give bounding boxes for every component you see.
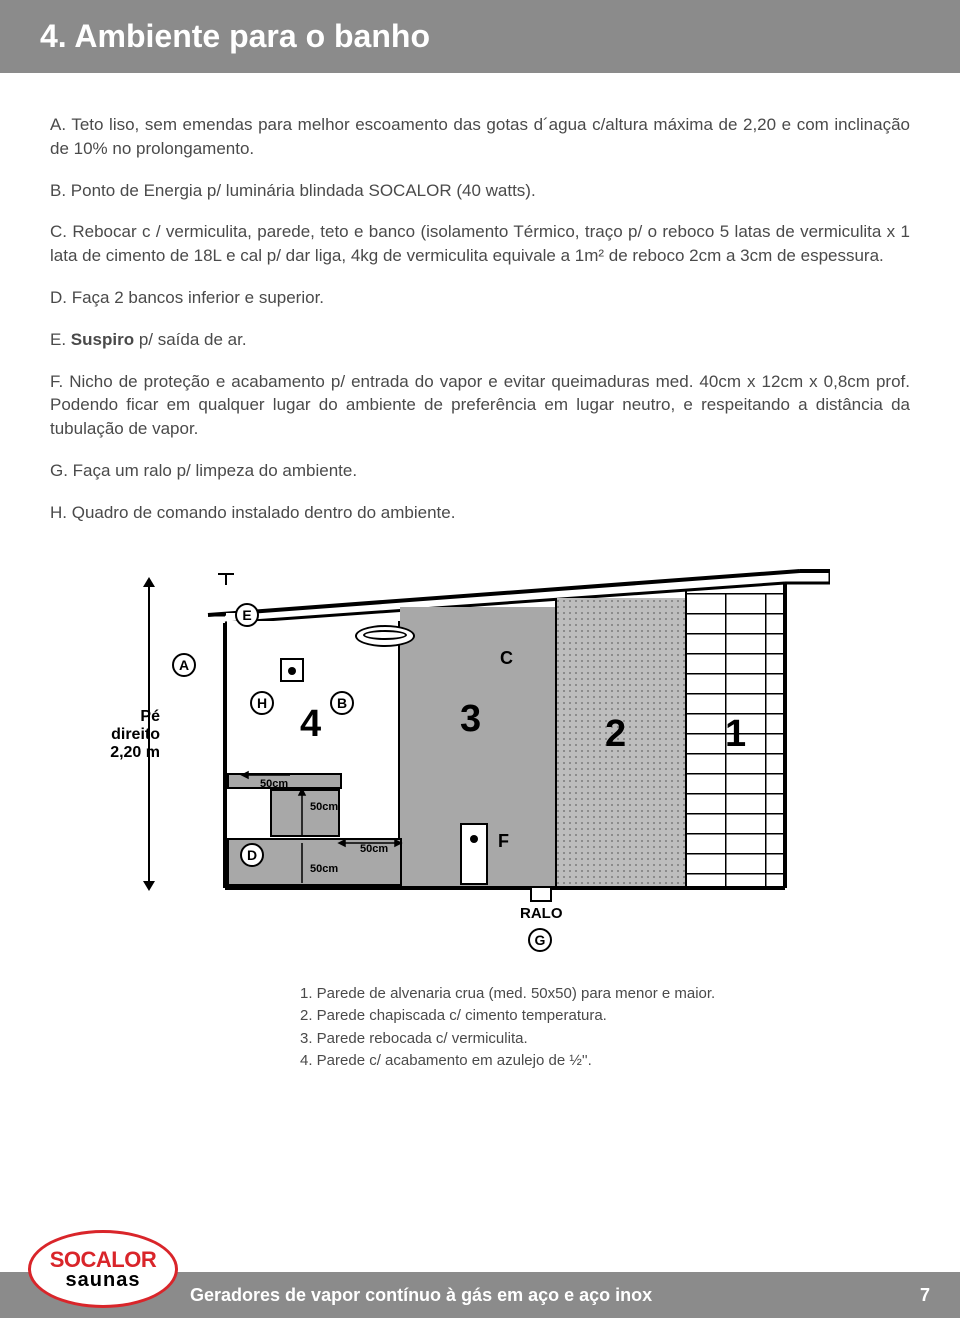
legend-4: 4. Parede c/ acabamento em azulejo de ½'… (300, 1050, 960, 1073)
legend-3: 3. Parede rebocada c/ vermiculita. (300, 1028, 960, 1051)
sauna-cross-section-diagram: Pé direito 2,20 m (130, 543, 830, 953)
para-e-prefix: E. (50, 330, 71, 349)
para-c: C. Rebocar c / vermiculita, parede, teto… (50, 220, 910, 268)
page-number: 7 (920, 1285, 930, 1306)
para-d: D. Faça 2 bancos inferior e superior. (50, 286, 910, 310)
diagram-legend: 1. Parede de alvenaria crua (med. 50x50)… (300, 983, 960, 1073)
para-f: F. Nicho de proteção e acabamento p/ ent… (50, 370, 910, 441)
para-e-rest: p/ saída de ar. (134, 330, 246, 349)
section-header: 4. Ambiente para o banho (0, 0, 960, 73)
section-title: 4. Ambiente para o banho (40, 18, 430, 54)
body-text: A. Teto liso, sem emendas para melhor es… (0, 73, 960, 525)
legend-1: 1. Parede de alvenaria crua (med. 50x50)… (300, 983, 960, 1006)
para-a: A. Teto liso, sem emendas para melhor es… (50, 113, 910, 161)
para-e: E. Suspiro p/ saída de ar. (50, 328, 910, 352)
footer-text: Geradores de vapor contínuo à gás em aço… (190, 1285, 652, 1306)
logo-line-2: saunas (66, 1269, 141, 1292)
para-b: B. Ponto de Energia p/ luminária blindad… (50, 179, 910, 203)
dim-arrows-svg (130, 543, 830, 953)
diagram-container: Pé direito 2,20 m (130, 543, 830, 953)
para-g: G. Faça um ralo p/ limpeza do ambiente. (50, 459, 910, 483)
legend-2: 2. Parede chapiscada c/ cimento temperat… (300, 1005, 960, 1028)
brand-logo: SOCALOR saunas (28, 1230, 178, 1308)
para-h: H. Quadro de comando instalado dentro do… (50, 501, 910, 525)
para-e-bold: Suspiro (71, 330, 134, 349)
